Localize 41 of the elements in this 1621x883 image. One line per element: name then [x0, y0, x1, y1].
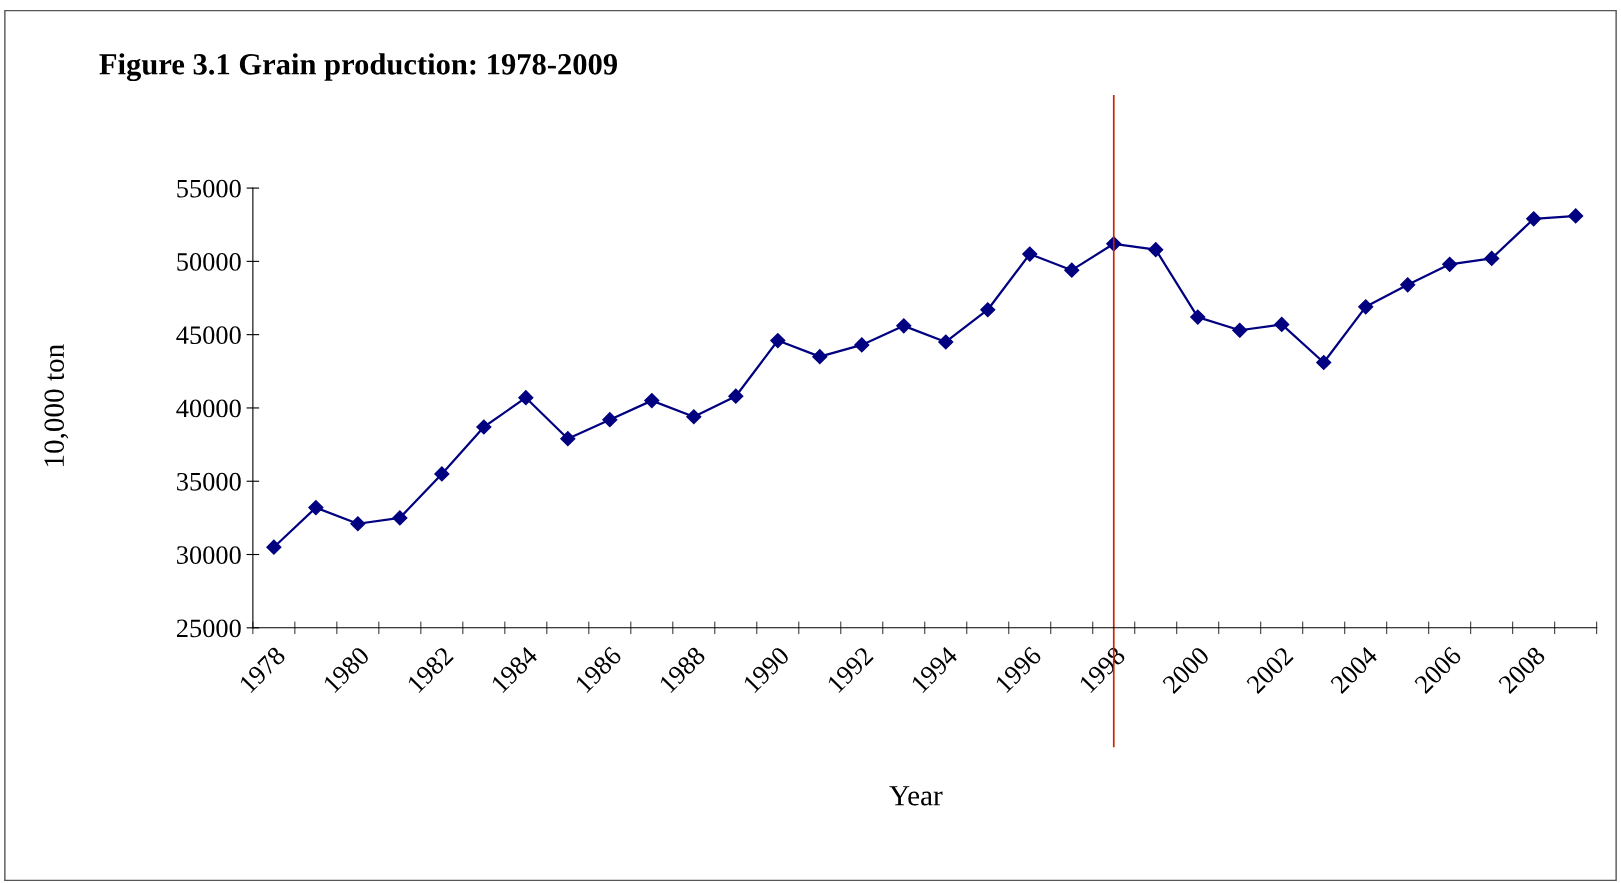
point — [980, 302, 996, 318]
point — [686, 409, 702, 425]
point — [1568, 208, 1584, 224]
point — [392, 510, 408, 526]
y-tick-label: 40000 — [176, 399, 241, 418]
point — [1358, 299, 1374, 315]
point — [476, 419, 492, 435]
point — [434, 466, 450, 482]
y-tick-label: 30000 — [177, 546, 241, 564]
point — [1232, 322, 1248, 338]
y-tick-label: 50000 — [177, 252, 241, 271]
point — [1442, 256, 1458, 272]
point — [1484, 250, 1500, 267]
point — [1526, 211, 1542, 227]
point — [560, 431, 576, 447]
y-tick-label: 55000 — [177, 179, 241, 198]
y-tick-label: 45000 — [176, 326, 241, 345]
x-axis-title: Year — [889, 786, 943, 806]
point — [728, 388, 744, 404]
point — [1148, 242, 1164, 258]
point — [1064, 262, 1080, 278]
point — [308, 500, 324, 516]
point — [1316, 354, 1332, 371]
point — [854, 337, 870, 353]
point — [770, 332, 786, 349]
point — [1022, 246, 1038, 262]
point — [602, 412, 618, 428]
point — [938, 334, 954, 350]
y-tick-label: 25000 — [176, 619, 241, 638]
point — [1400, 277, 1416, 293]
point — [1274, 316, 1290, 332]
y-axis-title: 10,000 ton — [44, 344, 69, 466]
point — [812, 349, 828, 365]
point — [266, 539, 282, 555]
point — [518, 390, 534, 406]
point — [896, 318, 912, 334]
point — [644, 393, 660, 409]
point — [1190, 309, 1206, 325]
chart-title: Figure 3.1 Grain production: 1978-2009 — [99, 53, 617, 82]
y-tick-label: 35000 — [177, 472, 241, 491]
point — [350, 516, 366, 532]
